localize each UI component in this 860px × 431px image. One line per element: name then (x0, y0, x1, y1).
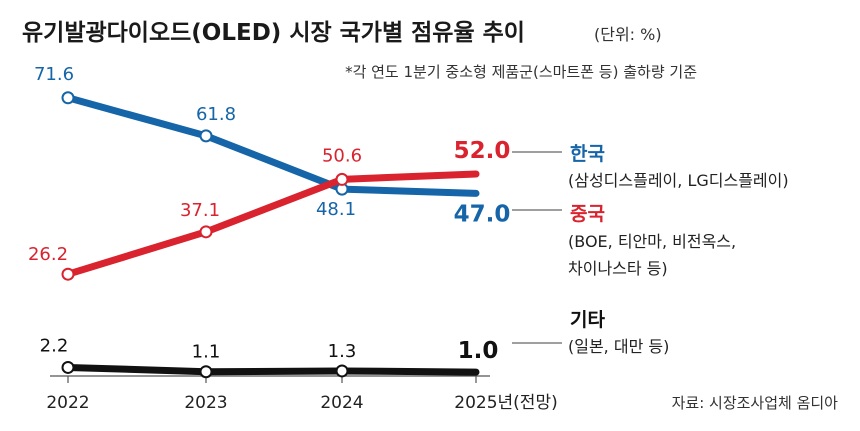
data-point (199, 225, 213, 239)
data-label: 37.1 (180, 200, 220, 221)
data-label: 1.1 (192, 342, 221, 363)
chart-title: 유기발광다이오드(OLED) 시장 국가별 점유율 추이 (22, 20, 525, 46)
data-point (61, 360, 75, 374)
series-line (64, 94, 480, 197)
plot-area: 2022 2023 2024 2025년(전망)71.661.848.1 47.026.… (28, 64, 558, 413)
data-label: 71.6 (34, 64, 74, 85)
series-한국: 71.6 61.8 48.1 47.0 (34, 64, 510, 228)
series-line (64, 170, 480, 278)
legend-name: 기타 (570, 309, 605, 331)
series-중국: 26.2 37.1 50.6 52.0 (28, 138, 511, 281)
data-point (199, 365, 213, 379)
series-line (64, 363, 480, 376)
data-label: 61.8 (196, 104, 236, 125)
chart-subtitle: *각 연도 1분기 중소형 제품군(스마트폰 등) 출하량 기준 (345, 63, 697, 81)
data-point (61, 91, 75, 105)
legend-name: 중국 (570, 203, 605, 225)
series-기타: 2.2 1.1 1.3 1.0 (40, 335, 499, 379)
data-label: 47.0 (454, 201, 511, 227)
legend-detail: (일본, 대만 등) (568, 337, 669, 356)
legend: 한국 (삼성디스플레이, LG디스플레이) 중국 (BOE, 티안마, 비전옥스, 차이… (512, 143, 789, 356)
data-point (61, 267, 75, 281)
data-label: 52.0 (454, 138, 511, 164)
legend-item-한국: 한국 (삼성디스플레이, LG디스플레이) (512, 143, 789, 190)
x-tick-label: 2022 (46, 393, 89, 413)
x-tick-label: 2024 (320, 393, 363, 413)
legend-name: 한국 (570, 143, 605, 165)
data-label: 50.6 (322, 145, 362, 166)
legend-item-중국: 중국 (BOE, 티안마, 비전옥스, 차이나스타 등) (512, 203, 736, 278)
legend-detail: (BOE, 티안마, 비전옥스, (568, 232, 736, 251)
data-label: 1.3 (328, 341, 357, 362)
data-label: 48.1 (316, 199, 356, 220)
data-label: 1.0 (458, 338, 499, 364)
x-tick-label: 2023 (184, 393, 227, 413)
data-point (335, 364, 349, 378)
legend-item-기타: 기타 (일본, 대만 등) (512, 309, 669, 356)
data-label: 2.2 (40, 335, 69, 356)
legend-detail: (삼성디스플레이, LG디스플레이) (568, 171, 789, 190)
chart-unit: (단위: %) (594, 25, 662, 44)
source-note: 자료: 시장조사업체 옴디아 (672, 394, 839, 412)
data-label: 26.2 (28, 244, 68, 265)
x-tick-label: 2025년(전망) (454, 393, 557, 413)
data-point (199, 129, 213, 143)
data-point (335, 172, 349, 186)
legend-detail: 차이나스타 등) (568, 259, 668, 278)
